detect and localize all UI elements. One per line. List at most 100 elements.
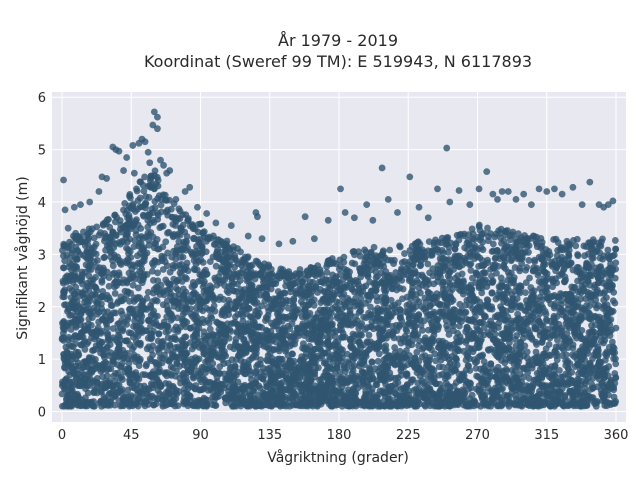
data-point [497,274,505,282]
data-point [439,301,446,309]
data-point [159,243,167,251]
data-point [538,339,546,346]
data-point [446,269,453,277]
data-point [494,363,502,371]
data-point [189,373,197,381]
chart-title: År 1979 - 2019 [278,31,398,50]
data-point [214,246,221,253]
data-point [58,390,66,398]
data-point [456,300,464,308]
data-point [59,277,67,285]
data-point [116,257,124,265]
data-point [403,347,410,355]
data-point [475,221,483,229]
data-point [424,260,432,268]
data-point [189,278,197,286]
data-point [296,270,304,278]
data-point [242,299,250,306]
data-point [232,371,240,379]
data-point [438,247,446,254]
data-point [303,267,311,275]
data-point [181,385,188,393]
data-point [375,398,382,406]
data-point [105,282,113,290]
data-point [144,288,152,296]
data-point [92,240,100,248]
data-point [274,399,282,407]
data-point [154,269,162,277]
data-point [591,284,598,291]
data-point [556,366,563,374]
data-point [577,295,585,303]
data-point [468,225,476,233]
data-point [611,370,619,377]
data-point [272,280,280,288]
data-point [533,240,541,247]
data-point [401,250,408,257]
data-point [60,318,68,325]
data-point [103,372,111,380]
data-point [264,330,272,337]
data-point [200,328,208,336]
data-point [114,320,122,328]
data-point [603,402,611,410]
data-point [142,193,150,200]
data-point [600,296,608,304]
data-point [366,278,374,286]
data-point [305,283,313,291]
data-point [299,340,307,348]
data-point [406,352,413,359]
data-point [299,278,306,286]
data-point [147,334,155,342]
data-point [204,234,211,242]
data-point [184,267,192,275]
data-point [441,354,449,362]
data-point [565,246,573,254]
data-point [598,272,606,280]
data-point [239,317,247,325]
data-point [234,297,241,305]
data-point [111,290,119,297]
data-point [199,283,207,291]
data-point [195,324,203,332]
data-point [609,349,617,357]
data-point [558,398,566,406]
data-point [111,211,119,219]
data-point [523,365,531,373]
data-point [425,238,433,246]
data-point [592,270,600,278]
data-point [367,311,375,318]
data-point [203,296,211,304]
data-point [403,327,411,335]
data-point [589,328,597,336]
data-point [600,290,607,297]
data-point [604,246,612,254]
data-point [154,386,162,394]
data-point [132,231,140,239]
data-point [213,236,221,244]
data-point [413,348,421,356]
data-point [99,220,107,228]
data-point [61,301,68,309]
data-point [522,279,530,287]
data-point [142,199,149,207]
data-point [465,344,472,352]
data-point [574,277,581,285]
data-point [380,344,388,351]
data-point [317,278,325,286]
data-point [193,304,200,312]
data-point [190,323,198,331]
data-point [415,284,423,292]
data-point [362,248,370,256]
data-point [130,243,138,251]
data-point [600,302,608,310]
data-point [160,318,168,326]
data-point [612,324,620,332]
data-point [449,318,457,326]
data-point [104,330,112,337]
data-point [543,317,551,325]
data-point [84,389,92,397]
data-point [213,281,221,289]
data-point [368,358,376,366]
data-point [458,270,466,278]
